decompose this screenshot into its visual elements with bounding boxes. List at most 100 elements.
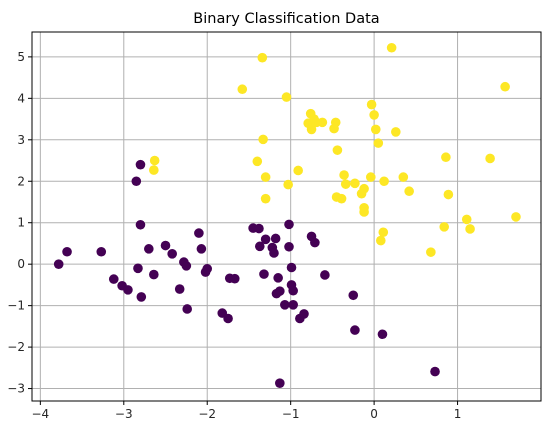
data-point-class-1 — [340, 179, 351, 189]
axes: −4 −3 −2 −1 0 1 −3 −2 −1 0 1 2 3 4 5 — [7, 50, 461, 421]
data-point-class-1 — [379, 176, 389, 187]
data-point-class-1 — [252, 156, 263, 167]
data-point-class-0 — [160, 240, 171, 251]
y-tick-label: 3 — [17, 133, 25, 147]
data-points — [53, 42, 521, 388]
data-point-class-0 — [144, 244, 154, 254]
x-tick-label: −1 — [282, 407, 300, 421]
data-point-class-1 — [350, 178, 360, 189]
data-point-class-1 — [257, 52, 268, 63]
x-tick-label: −4 — [31, 407, 49, 421]
data-point-class-0 — [194, 228, 204, 238]
data-point-class-1 — [373, 138, 384, 148]
data-point-class-1 — [441, 152, 451, 163]
data-point-class-1 — [293, 165, 303, 176]
data-point-class-0 — [273, 273, 283, 283]
data-point-class-0 — [229, 273, 240, 284]
data-point-class-0 — [275, 378, 285, 388]
data-point-class-0 — [350, 325, 360, 335]
y-tick-label: −1 — [7, 299, 25, 313]
data-point-class-0 — [133, 263, 143, 274]
data-point-class-0 — [288, 285, 298, 296]
y-tick-label: 2 — [17, 174, 25, 188]
data-point-class-0 — [62, 246, 72, 257]
data-point-class-0 — [377, 329, 388, 340]
data-point-class-1 — [511, 212, 521, 222]
data-point-class-1 — [439, 222, 450, 232]
data-point-class-1 — [332, 145, 343, 155]
data-point-class-0 — [259, 269, 269, 279]
data-point-class-1 — [426, 247, 436, 257]
data-point-class-0 — [149, 269, 159, 280]
data-point-class-0 — [181, 261, 192, 271]
data-point-class-0 — [223, 313, 233, 324]
data-point-class-0 — [131, 176, 142, 187]
data-point-class-0 — [136, 292, 147, 302]
data-point-class-1 — [370, 124, 381, 135]
x-tick-label: −3 — [115, 407, 133, 421]
data-point-class-0 — [254, 223, 264, 234]
data-point-class-1 — [366, 99, 377, 110]
data-point-class-1 — [391, 127, 401, 137]
data-point-class-1 — [386, 42, 397, 53]
data-point-class-1 — [375, 235, 386, 246]
data-point-class-0 — [174, 284, 185, 294]
data-point-class-0 — [284, 241, 294, 252]
data-point-class-1 — [369, 110, 379, 120]
x-tick-label: −2 — [198, 407, 216, 421]
data-point-class-1 — [317, 117, 328, 128]
y-tick-label: −2 — [7, 340, 25, 354]
y-tick-label: 0 — [17, 257, 25, 271]
data-point-class-0 — [270, 233, 281, 244]
data-point-class-0 — [202, 263, 213, 274]
data-point-class-1 — [260, 172, 271, 182]
data-point-class-1 — [378, 227, 389, 238]
data-point-class-1 — [359, 183, 369, 194]
data-point-class-0 — [288, 300, 298, 310]
data-point-class-0 — [135, 159, 146, 170]
data-point-class-1 — [281, 92, 292, 102]
data-point-class-0 — [260, 234, 271, 245]
data-point-class-1 — [485, 153, 495, 164]
data-point-class-0 — [430, 366, 440, 377]
y-tick-label: 5 — [17, 50, 25, 64]
plot-frame — [31, 31, 542, 402]
data-point-class-1 — [283, 179, 293, 190]
data-point-class-0 — [275, 286, 285, 296]
data-point-class-1 — [336, 193, 347, 204]
y-tick-label: 1 — [17, 216, 25, 230]
data-point-class-1 — [237, 84, 248, 95]
data-point-class-0 — [254, 241, 265, 252]
data-point-class-0 — [310, 237, 320, 248]
data-point-class-1 — [149, 165, 159, 175]
x-tick-label: 0 — [370, 407, 378, 421]
data-point-class-0 — [96, 246, 107, 257]
data-point-class-0 — [269, 248, 279, 258]
data-point-class-0 — [284, 219, 294, 230]
data-point-class-1 — [258, 134, 268, 145]
data-point-class-1 — [461, 214, 472, 225]
x-tick-label: 1 — [454, 407, 462, 421]
data-point-class-1 — [365, 172, 376, 182]
chart-title: Binary Classification Data — [193, 11, 379, 27]
y-tick-label: −3 — [7, 382, 25, 396]
data-point-class-0 — [286, 262, 297, 273]
data-point-class-1 — [149, 155, 160, 166]
data-point-class-0 — [299, 309, 309, 319]
data-point-class-1 — [260, 193, 271, 204]
data-point-class-0 — [348, 290, 359, 301]
y-tick-label: 4 — [17, 91, 25, 105]
data-point-class-0 — [135, 219, 146, 230]
data-point-class-1 — [443, 189, 454, 200]
data-point-class-1 — [404, 186, 414, 197]
data-point-class-0 — [123, 285, 133, 295]
data-point-class-1 — [339, 170, 349, 180]
data-point-class-1 — [500, 81, 510, 92]
data-point-class-0 — [320, 270, 330, 280]
data-point-class-1 — [330, 117, 341, 128]
data-point-class-1 — [359, 207, 369, 217]
data-point-class-0 — [196, 244, 207, 254]
data-point-class-1 — [306, 124, 317, 135]
data-point-class-0 — [167, 249, 177, 259]
